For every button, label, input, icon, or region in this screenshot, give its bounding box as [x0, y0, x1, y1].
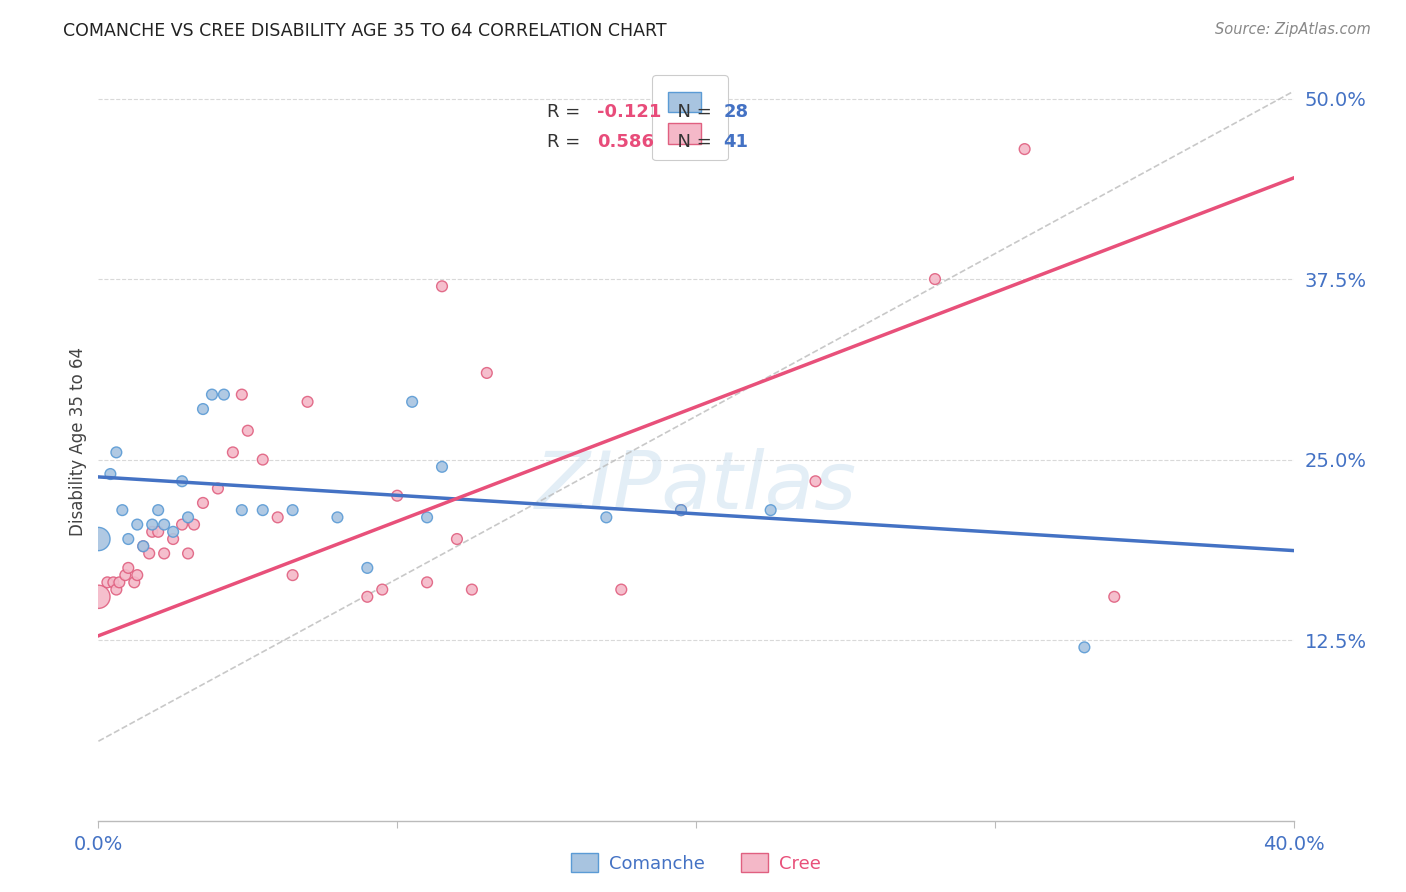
Point — [148, 503, 170, 517]
Point — [153, 546, 176, 560]
Point — [267, 510, 290, 524]
Point — [141, 524, 163, 539]
Point — [297, 394, 319, 409]
Point — [108, 575, 131, 590]
Point — [117, 561, 139, 575]
Text: R =: R = — [547, 133, 585, 151]
Text: 41: 41 — [724, 133, 748, 151]
Point — [356, 590, 378, 604]
Text: R =: R = — [547, 103, 585, 120]
Point — [141, 517, 163, 532]
Point — [177, 510, 200, 524]
Text: -0.121: -0.121 — [596, 103, 661, 120]
Point — [475, 366, 498, 380]
Point — [162, 524, 184, 539]
Point — [356, 561, 378, 575]
Point — [924, 272, 946, 286]
Point — [87, 590, 110, 604]
Legend: Comanche, Cree: Comanche, Cree — [564, 846, 828, 880]
Point — [231, 503, 253, 517]
Point — [212, 387, 235, 401]
Point — [461, 582, 484, 597]
Point — [669, 503, 692, 517]
Point — [191, 496, 214, 510]
Point — [385, 489, 409, 503]
Point — [87, 532, 110, 546]
Point — [172, 475, 194, 489]
Point — [222, 445, 245, 459]
Point — [610, 582, 633, 597]
Text: COMANCHE VS CREE DISABILITY AGE 35 TO 64 CORRELATION CHART: COMANCHE VS CREE DISABILITY AGE 35 TO 64… — [63, 22, 666, 40]
Point — [1073, 640, 1095, 655]
Text: 0.586: 0.586 — [596, 133, 654, 151]
Point — [127, 568, 149, 582]
Point — [105, 582, 128, 597]
Point — [1014, 142, 1036, 156]
Point — [132, 539, 155, 553]
Point — [252, 503, 274, 517]
Point — [191, 402, 214, 417]
Point — [371, 582, 394, 597]
Point — [759, 503, 782, 517]
Point — [401, 394, 423, 409]
Point — [326, 510, 349, 524]
Point — [132, 539, 155, 553]
Text: N =: N = — [666, 133, 717, 151]
Text: N =: N = — [666, 103, 717, 120]
Text: ZIPatlas: ZIPatlas — [534, 448, 858, 526]
Point — [172, 517, 194, 532]
Point — [430, 279, 453, 293]
Point — [231, 387, 253, 401]
Point — [446, 532, 468, 546]
Point — [1104, 590, 1126, 604]
Point — [669, 503, 692, 517]
Point — [98, 467, 122, 481]
Point — [281, 568, 304, 582]
Text: 28: 28 — [724, 103, 748, 120]
Point — [127, 517, 149, 532]
Point — [183, 517, 205, 532]
Point — [236, 424, 259, 438]
Point — [201, 387, 224, 401]
Point — [281, 503, 304, 517]
Point — [138, 546, 160, 560]
Text: Source: ZipAtlas.com: Source: ZipAtlas.com — [1215, 22, 1371, 37]
Point — [595, 510, 617, 524]
Point — [153, 517, 176, 532]
Point — [252, 452, 274, 467]
Point — [430, 459, 453, 474]
Point — [416, 575, 439, 590]
Point — [162, 532, 184, 546]
Point — [111, 503, 134, 517]
Point — [114, 568, 136, 582]
Point — [804, 475, 827, 489]
Point — [117, 532, 139, 546]
Point — [177, 546, 200, 560]
Point — [148, 524, 170, 539]
Y-axis label: Disability Age 35 to 64: Disability Age 35 to 64 — [69, 347, 87, 536]
Point — [103, 575, 125, 590]
Point — [124, 575, 146, 590]
Point — [105, 445, 128, 459]
Point — [416, 510, 439, 524]
Point — [96, 575, 118, 590]
Point — [207, 482, 229, 496]
